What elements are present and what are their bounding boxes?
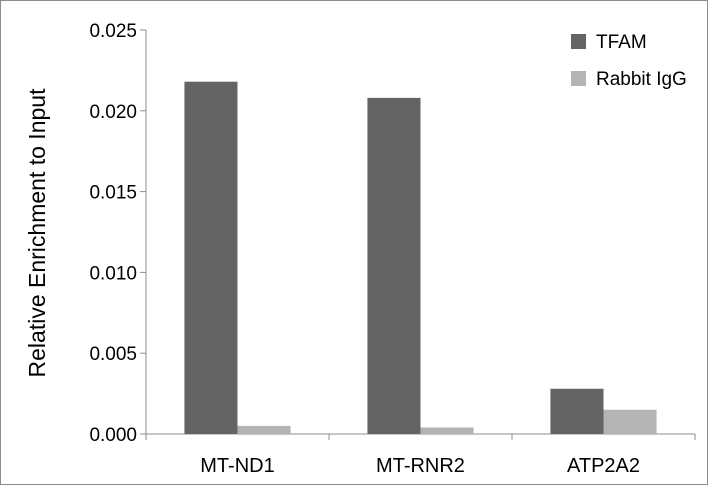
bar-tfam (184, 81, 238, 434)
bar-tfam (550, 388, 604, 434)
y-tick-label: 0.005 (89, 344, 137, 365)
y-axis-title: Relative Enrichment to Input (24, 88, 50, 378)
legend-label: Rabbit IgG (596, 69, 687, 90)
y-tick-label: 0.020 (89, 102, 137, 123)
y-tick-label: 0.025 (89, 21, 137, 42)
bar-rabbit-igg (237, 425, 291, 434)
legend-label: TFAM (596, 32, 647, 53)
x-tick-label: ATP2A2 (567, 455, 640, 477)
bar-rabbit-igg (603, 409, 657, 434)
x-tick-label: MT-ND1 (200, 455, 274, 477)
y-axis: 0.000 0.005 0.010 0.015 0.020 0.025 (89, 21, 147, 446)
y-tick-label: 0.000 (89, 425, 137, 446)
y-tick-label: 0.015 (89, 183, 137, 204)
bars (184, 81, 657, 434)
legend-swatch (571, 71, 586, 86)
legend-swatch (571, 34, 586, 49)
y-tick-label: 0.010 (89, 263, 137, 284)
x-tick-label: MT-RNR2 (376, 455, 465, 477)
bar-tfam (367, 97, 421, 434)
bar-rabbit-igg (420, 427, 474, 434)
legend: TFAM Rabbit IgG (571, 32, 687, 90)
x-axis: MT-ND1 MT-RNR2 ATP2A2 (145, 433, 696, 477)
